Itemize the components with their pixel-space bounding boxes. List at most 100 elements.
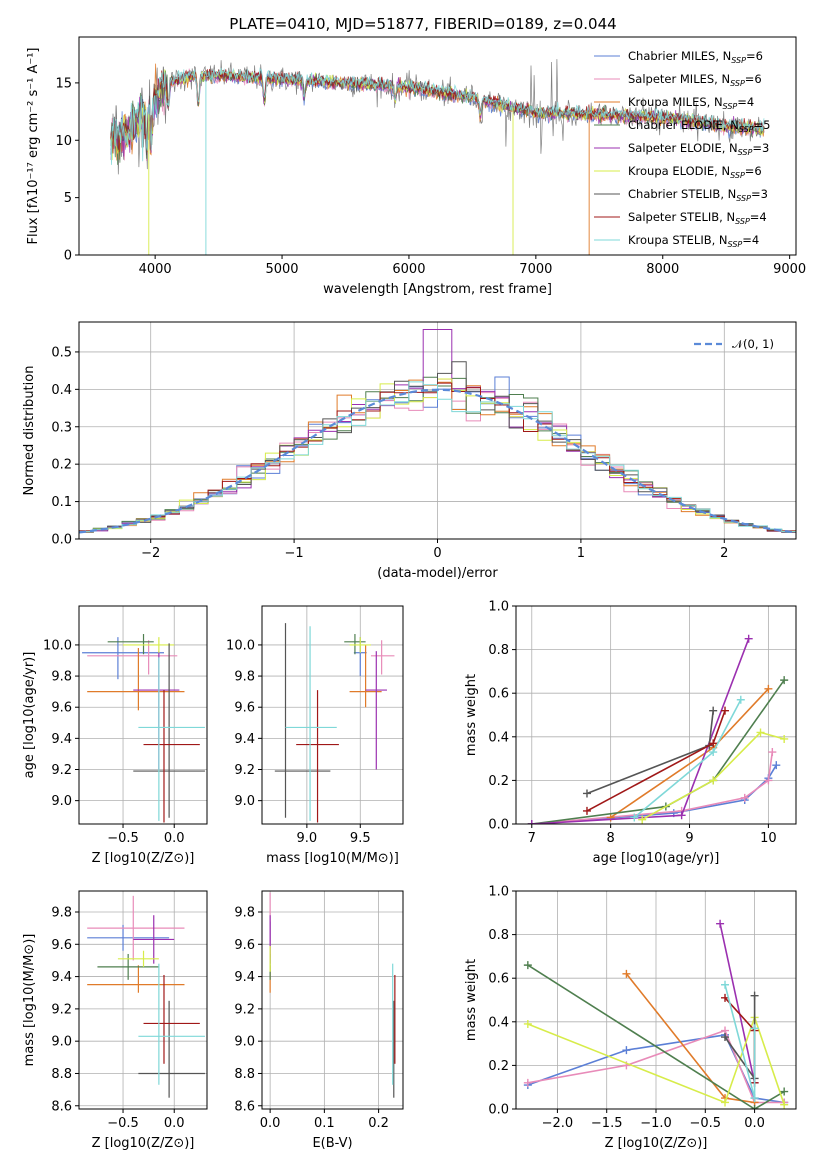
y-axis-label: Flux [fλ10⁻¹⁷ erg cm⁻² s⁻¹ A⁻¹]: [26, 48, 41, 245]
weight-marker: [523, 1078, 532, 1087]
weight-marker: [582, 789, 591, 798]
y-tick-label: 0.2: [488, 1059, 509, 1074]
x-tick-label: 7000: [519, 262, 552, 277]
x-tick-label: 0.0: [164, 1116, 185, 1131]
x-tick-label: 8: [607, 831, 615, 846]
x-tick-label: −2.0: [542, 1116, 574, 1131]
y-tick-label: 9.2: [51, 763, 72, 778]
y-tick-label: 10: [55, 134, 72, 149]
axes-frame: [261, 605, 404, 825]
axes-frame: [515, 605, 797, 825]
x-tick-label: −0.5: [107, 1116, 139, 1131]
legend-label: Salpeter ELODIE, NSSP=3: [628, 141, 769, 157]
x-tick-label: 4000: [139, 262, 172, 277]
weight-marker: [768, 748, 777, 757]
x-tick-label: 0.0: [164, 831, 185, 846]
y-tick-label: 9.0: [51, 1035, 72, 1050]
plot-area-age-vs-mass: [274, 623, 395, 823]
plot-area-spectrum: [110, 59, 765, 255]
weight-marker: [750, 991, 759, 1000]
weight-line: [531, 751, 774, 824]
weight-marker: [736, 695, 745, 704]
y-tick-label: 9.0: [234, 1035, 255, 1050]
legend-label: Chabrier MILES, NSSP=6: [628, 49, 763, 65]
y-tick-label: 0.4: [488, 730, 509, 745]
plot-area-weight-vs-Z: [523, 919, 789, 1109]
y-tick-label: 9.8: [51, 670, 72, 685]
weight-line: [719, 923, 756, 1083]
y-tick-label: 9.8: [234, 905, 255, 920]
legend-label: Salpeter MILES, NSSP=6: [628, 72, 762, 88]
y-tick-label: 9.8: [234, 670, 255, 685]
y-tick-label: 9.4: [234, 732, 255, 747]
y-axis-label: Normed distribution: [22, 366, 37, 496]
weight-marker: [780, 676, 789, 685]
y-tick-label: 0.5: [51, 345, 72, 360]
weight-marker: [721, 980, 730, 989]
y-tick-label: 0.0: [488, 818, 509, 833]
weight-marker: [523, 1019, 532, 1028]
y-tick-label: 8.6: [234, 1099, 255, 1114]
plot-area-residuals: [79, 329, 796, 534]
x-tick-label: 9000: [773, 262, 806, 277]
weight-marker: [721, 1033, 730, 1042]
legend-label: Chabrier ELODIE, NSSP=5: [628, 118, 770, 134]
x-tick-label: 0.1: [314, 1116, 335, 1131]
y-tick-label: 0.8: [488, 643, 509, 658]
axes-frame: [78, 890, 208, 1110]
y-tick-label: 9.0: [234, 794, 255, 809]
x-tick-label: 1: [577, 546, 585, 561]
y-tick-label: 0.3: [51, 420, 72, 435]
x-axis-label: mass [log10(M/M⊙)]: [266, 851, 399, 866]
x-tick-label: 6000: [392, 262, 425, 277]
x-axis-label: (data-model)/error: [377, 566, 498, 581]
weight-line: [586, 710, 726, 812]
y-tick-label: 0.6: [488, 972, 509, 987]
x-axis-label: Z [log10(Z/Z⊙)]: [92, 851, 195, 866]
y-tick-label: 1.0: [488, 600, 509, 615]
x-tick-label: 7: [528, 831, 536, 846]
y-tick-label: 9.2: [234, 763, 255, 778]
weight-marker: [709, 776, 718, 785]
y-tick-label: 5: [64, 191, 72, 206]
x-axis-label: Z [log10(Z/Z⊙)]: [92, 1136, 195, 1151]
legend-label: Salpeter STELIB, NSSP=4: [628, 210, 767, 226]
y-tick-label: 8.8: [51, 1067, 72, 1082]
figure-title: PLATE=0410, MJD=51877, FIBERID=0189, z=0…: [229, 15, 616, 33]
weight-marker: [780, 1100, 789, 1109]
x-tick-label: −1.0: [640, 1116, 672, 1131]
legend-label: Chabrier STELIB, NSSP=3: [628, 187, 768, 203]
y-axis-label: mass weight: [464, 674, 479, 756]
weight-marker: [523, 961, 532, 970]
normal-curve: [79, 388, 794, 534]
x-tick-label: 2: [720, 546, 728, 561]
weight-marker: [582, 806, 591, 815]
weight-marker: [744, 634, 753, 643]
legend-label: Kroupa STELIB, NSSP=4: [628, 233, 759, 249]
weight-marker: [756, 728, 765, 737]
weight-marker: [780, 734, 789, 743]
y-tick-label: 9.6: [234, 938, 255, 953]
weight-marker: [716, 919, 725, 928]
axes-frame: [78, 36, 797, 256]
x-axis-label: wavelength [Angstrom, rest frame]: [323, 282, 552, 297]
y-tick-label: 9.8: [51, 905, 72, 920]
x-tick-label: −2: [141, 546, 160, 561]
weight-marker: [709, 739, 718, 748]
y-tick-label: 15: [55, 76, 72, 91]
y-tick-label: 9.2: [234, 1002, 255, 1017]
weight-marker: [721, 1098, 730, 1107]
legend-label: 𝒩(0, 1): [732, 337, 774, 351]
y-tick-label: 10.0: [43, 638, 72, 653]
x-tick-label: 10: [760, 831, 777, 846]
x-axis-label: E(B-V): [312, 1136, 352, 1151]
panel-weight-vs-Z: −2.0 −1.5 −1.0 −0.5 0.0 0.0 0.2 0.4 0.6 0.8 1.0 Z […: [464, 885, 797, 1151]
weight-marker: [780, 1087, 789, 1096]
x-tick-label: 0.2: [368, 1116, 389, 1131]
y-axis-label: mass [log10(M/M⊙)]: [22, 934, 37, 1067]
x-tick-label: −0.5: [107, 831, 139, 846]
weight-line: [527, 1014, 785, 1105]
weight-marker: [527, 820, 536, 824]
x-tick-label: 9.0: [297, 831, 318, 846]
